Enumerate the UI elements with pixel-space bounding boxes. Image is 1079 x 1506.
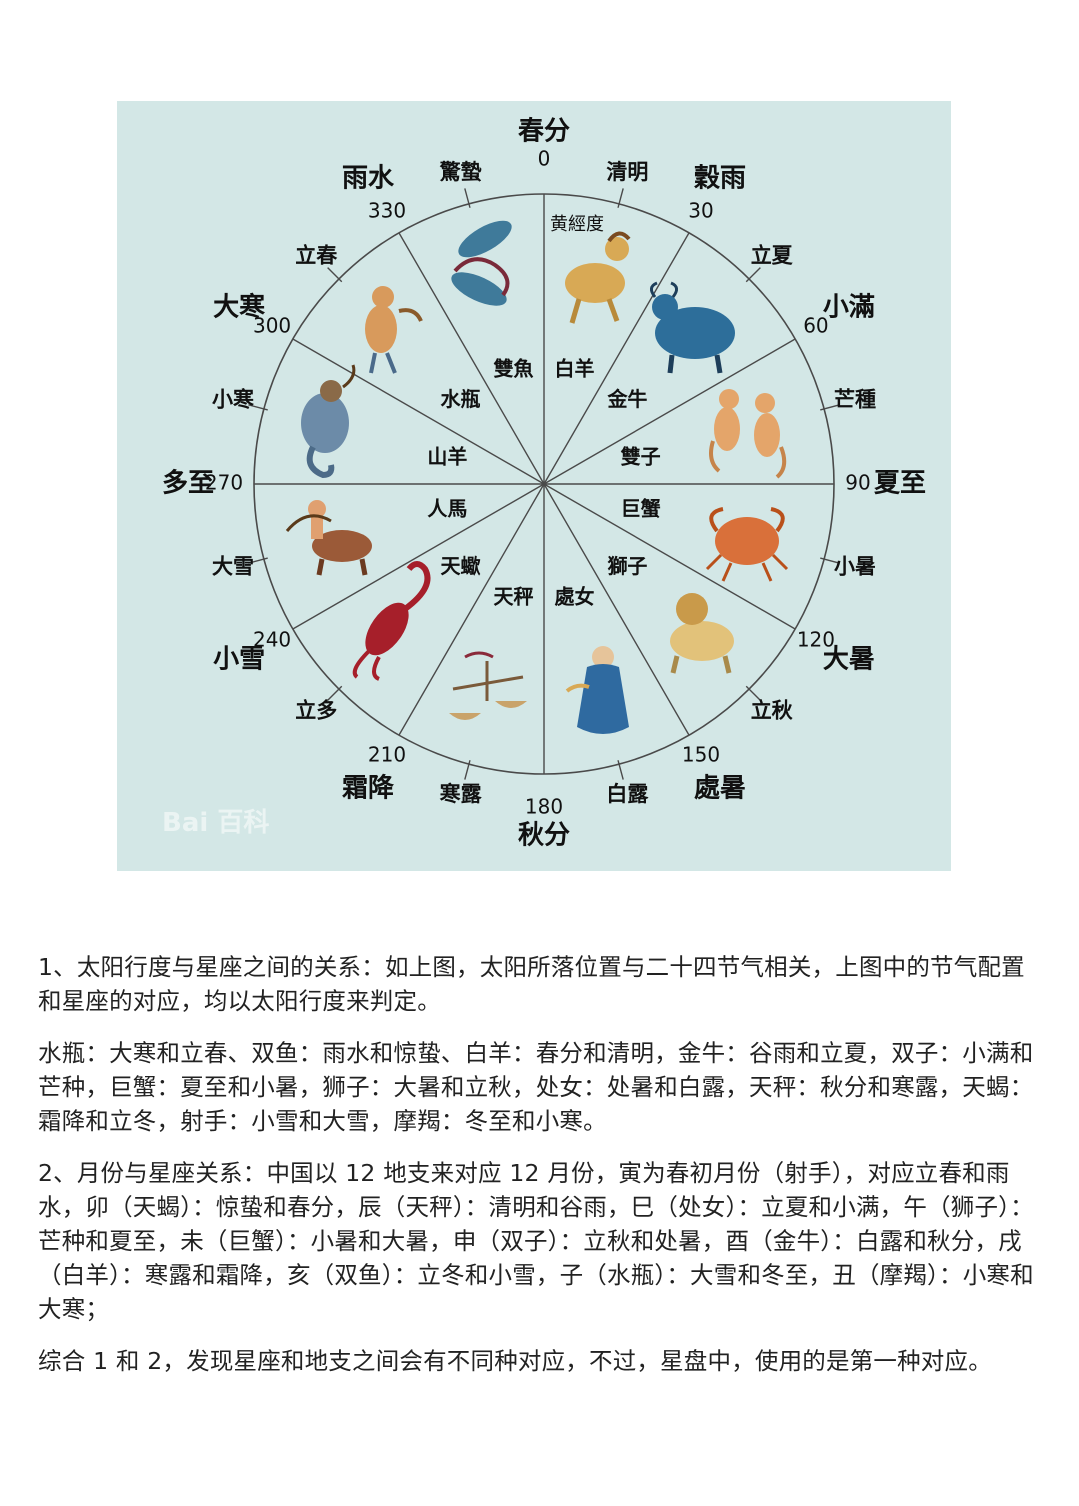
minor-solar-term: 立多	[295, 699, 337, 723]
degree-mark: 60	[803, 314, 828, 338]
major-solar-term: 春分	[518, 117, 570, 147]
leo-icon	[670, 593, 734, 674]
degree-mark: 30	[688, 199, 713, 223]
major-solar-term: 秋分	[518, 821, 570, 851]
degree-mark: 210	[368, 742, 406, 766]
paragraph-4: 综合 1 和 2，发现星座和地支之间会有不同种对应，不过，星盘中，使用的是第一种…	[38, 1347, 992, 1375]
major-solar-term: 大暑	[823, 645, 875, 675]
spoke-line	[292, 483, 545, 630]
diagram-background	[117, 101, 951, 871]
spokes	[254, 194, 834, 774]
degree-mark: 300	[253, 314, 291, 338]
minor-term-tick	[745, 685, 761, 701]
degree-mark: 240	[253, 628, 291, 652]
scorpio-icon	[352, 561, 431, 681]
sagittarius-icon	[285, 500, 372, 576]
paragraph-3: 2、月份与星座关系：中国以 12 地支来对应 12 月份，寅为春初月份（射手），…	[38, 1159, 1034, 1323]
taurus-icon	[650, 281, 735, 374]
explanation-text: 1、太阳行度与星座之间的关系：如上图，太阳所落位置与二十四节气相关，上图中的节气…	[38, 950, 1038, 1396]
zodiac-sign-label: 巨蟹	[621, 496, 661, 520]
spoke-line	[398, 232, 545, 485]
minor-solar-term: 立秋	[751, 699, 794, 723]
zodiac-sign-label: 白羊	[555, 357, 595, 381]
degree-mark: 150	[682, 742, 720, 766]
minor-term-tick	[464, 760, 471, 780]
minor-solar-term: 立夏	[751, 243, 794, 267]
major-solar-term: 穀雨	[694, 164, 746, 194]
minor-term-tick	[248, 404, 268, 411]
minor-solar-term: 白露	[606, 782, 649, 806]
major-solar-term: 小雪	[213, 645, 265, 675]
minor-term-tick	[327, 267, 343, 283]
zodiac-sign-label: 獅子	[607, 554, 647, 578]
minor-solar-term: 驚蟄	[439, 160, 482, 184]
major-solar-term: 雨水	[342, 164, 395, 194]
zodiac-sign-label: 金牛	[606, 387, 647, 411]
degree-mark: 120	[797, 628, 835, 652]
ecliptic-label: 黄經度	[550, 214, 604, 235]
minor-term-tick	[464, 188, 471, 208]
major-solar-term: 夏至	[874, 469, 926, 499]
minor-solar-term: 小寒	[212, 388, 254, 412]
zodiac-sign-label: 山羊	[427, 445, 467, 469]
zodiac-sign-label: 天蠍	[441, 554, 481, 578]
minor-term-tick	[617, 188, 624, 208]
major-solar-term: 大寒	[213, 292, 265, 323]
degree-mark: 330	[368, 199, 406, 223]
zodiac-sign-label: 處女	[555, 584, 595, 608]
minor-term-tick	[327, 685, 343, 701]
major-solar-term: 處暑	[694, 773, 746, 803]
minor-term-tick	[617, 760, 624, 780]
term-ticks	[248, 188, 840, 780]
minor-term-tick	[820, 557, 840, 564]
minor-solar-term: 寒露	[440, 782, 483, 806]
degree-mark: 270	[205, 471, 243, 495]
libra-icon	[449, 651, 527, 720]
degree-mark: 0	[538, 147, 551, 171]
spoke-line	[543, 483, 796, 630]
cancer-icon	[705, 507, 789, 582]
aquarius-icon	[365, 286, 423, 374]
major-solar-term: 小滿	[823, 293, 875, 323]
major-solar-term: 多至	[162, 469, 214, 499]
major-solar-term: 霜降	[342, 773, 395, 803]
minor-solar-term: 清明	[606, 160, 648, 184]
watermark-logo: Bai 百科	[162, 808, 269, 838]
capricorn-icon	[301, 364, 356, 479]
minor-solar-term: 芒種	[834, 388, 876, 412]
minor-solar-term: 小暑	[834, 554, 876, 578]
spoke-line	[292, 338, 545, 485]
wheel-group	[248, 188, 840, 780]
zodiac-solar-term-diagram: 黄經度 春分穀雨小滿夏至大暑處暑秋分 霜降 小雪 多至 大寒 雨水 0 30 60 90 120 15…	[117, 101, 951, 871]
minor-term-tick	[248, 557, 268, 564]
aries-icon	[565, 231, 631, 324]
spoke-line	[543, 483, 690, 736]
paragraph-2: 水瓶：大寒和立春、双鱼：雨水和惊蛰、白羊：春分和清明，金牛：谷雨和立夏，双子：小…	[38, 1039, 1034, 1135]
degree-mark: 180	[525, 795, 563, 819]
virgo-icon	[565, 646, 629, 734]
pisces-icon	[451, 220, 512, 306]
zodiac-sign-label: 水瓶	[441, 387, 481, 411]
zodiac-sign-label: 雙魚	[493, 357, 533, 381]
spoke-line	[543, 232, 690, 485]
degree-mark: 90	[845, 471, 870, 495]
minor-term-tick	[820, 404, 840, 411]
spoke-line	[398, 483, 545, 736]
zodiac-sign-label: 天秤	[493, 584, 533, 608]
zodiac-sign-label: 雙子	[621, 445, 661, 469]
minor-solar-term: 立春	[295, 243, 338, 267]
spoke-line	[543, 338, 796, 485]
paragraph-1: 1、太阳行度与星座之间的关系：如上图，太阳所落位置与二十四节气相关，上图中的节气…	[38, 953, 1025, 1015]
minor-term-tick	[745, 267, 761, 283]
minor-solar-term: 大雪	[212, 554, 254, 578]
zodiac-sign-label: 人馬	[427, 496, 467, 520]
gemini-icon	[709, 389, 787, 479]
